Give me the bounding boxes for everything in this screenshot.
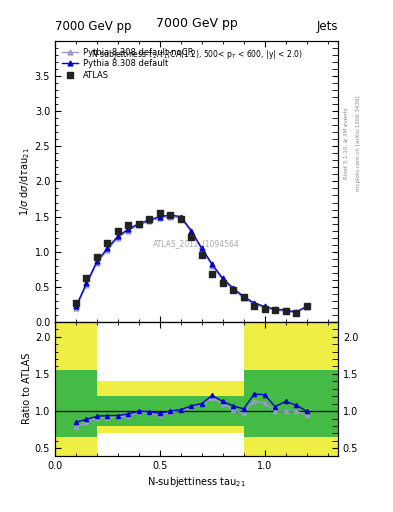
Pythia 8.308 default	[147, 217, 152, 223]
Pythia 8.308 default	[241, 293, 246, 300]
Pythia 8.308 default	[220, 275, 225, 282]
ATLAS	[125, 221, 132, 229]
Pythia 8.308 default	[178, 214, 183, 220]
Pythia 8.308 default	[283, 307, 288, 313]
ATLAS	[220, 279, 226, 287]
Pythia 8.308 default	[210, 261, 215, 267]
Pythia 8.308 default	[136, 221, 141, 227]
Pythia 8.308 default-noCR	[168, 214, 173, 220]
Text: 7000 GeV pp: 7000 GeV pp	[55, 20, 132, 33]
ATLAS	[104, 239, 110, 247]
Pythia 8.308 default-noCR	[252, 301, 257, 307]
Pythia 8.308 default	[294, 309, 298, 315]
ATLAS	[198, 251, 205, 259]
ATLAS	[251, 303, 257, 311]
Legend: Pythia 8.308 default-noCR, Pythia 8.308 default, ATLAS: Pythia 8.308 default-noCR, Pythia 8.308 …	[59, 45, 196, 82]
Pythia 8.308 default	[126, 226, 131, 232]
Pythia 8.308 default-noCR	[210, 263, 215, 269]
Pythia 8.308 default	[231, 285, 235, 291]
Pythia 8.308 default-noCR	[116, 234, 120, 241]
Pythia 8.308 default-noCR	[136, 222, 141, 228]
Pythia 8.308 default-noCR	[220, 276, 225, 283]
Pythia 8.308 default	[304, 304, 309, 310]
ATLAS	[261, 305, 268, 313]
ATLAS	[167, 211, 173, 219]
Pythia 8.308 default-noCR	[147, 219, 152, 225]
Text: Jets: Jets	[316, 20, 338, 33]
Text: N-subjettiness $\tau_2/\tau_1$(CA(1.2), 500< p$_T$ < 600, |y| < 2.0): N-subjettiness $\tau_2/\tau_1$(CA(1.2), …	[91, 48, 302, 61]
Pythia 8.308 default-noCR	[95, 260, 99, 266]
ATLAS	[83, 274, 90, 283]
Line: Pythia 8.308 default: Pythia 8.308 default	[73, 212, 309, 314]
Pythia 8.308 default-noCR	[189, 229, 194, 235]
Pythia 8.308 default-noCR	[304, 304, 309, 310]
Pythia 8.308 default-noCR	[262, 305, 267, 311]
Pythia 8.308 default-noCR	[199, 246, 204, 252]
ATLAS	[241, 293, 247, 302]
Line: Pythia 8.308 default-noCR: Pythia 8.308 default-noCR	[73, 214, 309, 315]
Pythia 8.308 default	[252, 300, 257, 306]
ATLAS	[157, 209, 163, 217]
Pythia 8.308 default	[189, 227, 194, 233]
ATLAS	[188, 233, 195, 241]
ATLAS	[293, 309, 299, 317]
Pythia 8.308 default	[116, 233, 120, 239]
Pythia 8.308 default	[95, 259, 99, 265]
Y-axis label: 1/$\sigma$ d$\sigma$/d$\tau$au$_{21}$: 1/$\sigma$ d$\sigma$/d$\tau$au$_{21}$	[18, 147, 32, 216]
Pythia 8.308 default	[273, 306, 277, 312]
Pythia 8.308 default-noCR	[231, 287, 235, 293]
ATLAS	[272, 306, 278, 314]
Pythia 8.308 default-noCR	[73, 305, 78, 311]
Pythia 8.308 default-noCR	[178, 215, 183, 221]
Pythia 8.308 default-noCR	[273, 307, 277, 313]
X-axis label: N-subjettiness tau$_{21}$: N-subjettiness tau$_{21}$	[147, 475, 246, 489]
Pythia 8.308 default	[158, 214, 162, 220]
ATLAS	[115, 226, 121, 234]
Pythia 8.308 default	[84, 280, 89, 286]
Text: Rivet 3.1.10, ≥ 3M events: Rivet 3.1.10, ≥ 3M events	[344, 108, 349, 179]
ATLAS	[303, 303, 310, 311]
ATLAS	[283, 307, 289, 315]
Text: 7000 GeV pp: 7000 GeV pp	[156, 17, 237, 30]
Pythia 8.308 default-noCR	[283, 308, 288, 314]
Pythia 8.308 default-noCR	[105, 247, 110, 253]
Pythia 8.308 default-noCR	[294, 310, 298, 316]
Pythia 8.308 default-noCR	[241, 295, 246, 301]
Y-axis label: Ratio to ATLAS: Ratio to ATLAS	[22, 353, 32, 424]
ATLAS	[230, 286, 236, 294]
Pythia 8.308 default	[105, 245, 110, 251]
ATLAS	[146, 215, 152, 223]
ATLAS	[136, 220, 142, 228]
ATLAS	[209, 270, 215, 278]
Text: mcplots.cern.ch [arXiv:1306.3436]: mcplots.cern.ch [arXiv:1306.3436]	[356, 96, 361, 191]
ATLAS	[94, 252, 100, 261]
Pythia 8.308 default-noCR	[158, 215, 162, 221]
ATLAS	[73, 299, 79, 307]
Pythia 8.308 default	[262, 304, 267, 310]
Pythia 8.308 default-noCR	[126, 227, 131, 233]
Pythia 8.308 default	[73, 304, 78, 310]
Text: ATLAS_2012_I1094564: ATLAS_2012_I1094564	[153, 239, 240, 248]
Pythia 8.308 default	[168, 212, 173, 218]
Pythia 8.308 default	[199, 245, 204, 251]
Pythia 8.308 default-noCR	[84, 282, 89, 288]
ATLAS	[178, 215, 184, 223]
